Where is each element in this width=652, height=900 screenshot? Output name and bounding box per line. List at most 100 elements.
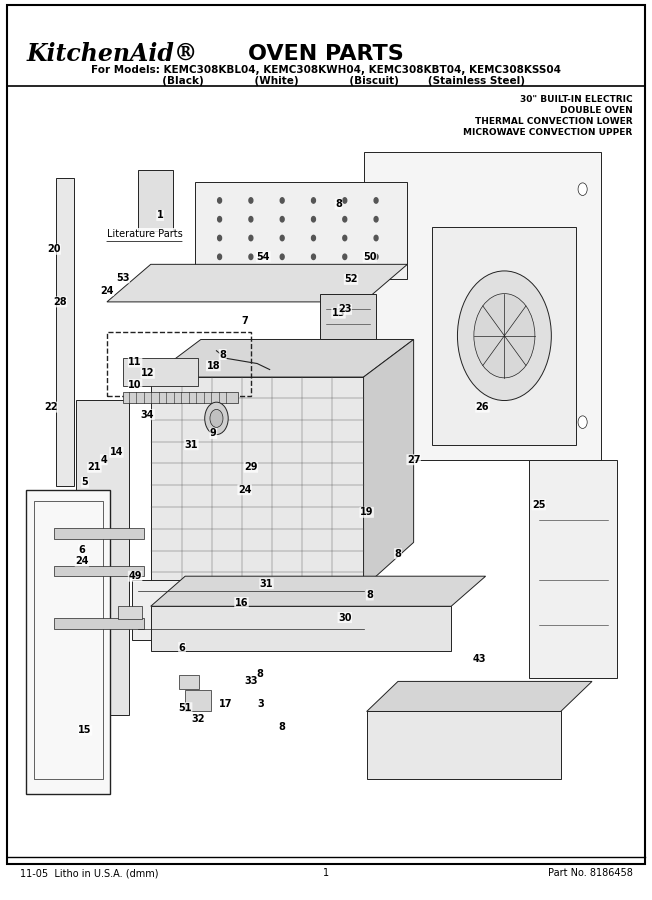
Text: 24: 24 — [238, 485, 252, 495]
Text: 5: 5 — [82, 477, 89, 487]
Circle shape — [218, 254, 222, 259]
Circle shape — [249, 235, 253, 240]
Text: 43: 43 — [473, 654, 486, 664]
Circle shape — [458, 271, 552, 400]
Polygon shape — [107, 265, 408, 302]
Text: Literature Parts: Literature Parts — [107, 230, 183, 239]
Text: 8: 8 — [394, 549, 402, 559]
Bar — [432, 227, 576, 445]
Text: OVEN PARTS: OVEN PARTS — [248, 44, 404, 64]
Text: DOUBLE OVEN: DOUBLE OVEN — [559, 106, 632, 115]
Circle shape — [280, 198, 284, 203]
Text: MICROWAVE CONVECTION UPPER: MICROWAVE CONVECTION UPPER — [463, 128, 632, 137]
Polygon shape — [53, 566, 145, 576]
Circle shape — [578, 416, 587, 428]
Circle shape — [474, 293, 535, 378]
Polygon shape — [529, 460, 617, 678]
Text: 8: 8 — [257, 669, 263, 679]
Text: 16: 16 — [235, 598, 248, 608]
Bar — [123, 392, 239, 403]
Polygon shape — [76, 400, 129, 716]
Text: 13: 13 — [332, 308, 346, 319]
Circle shape — [249, 198, 253, 203]
Text: 19: 19 — [360, 508, 374, 518]
Text: For Models: KEMC308KBL04, KEMC308KWH04, KEMC308KBT04, KEMC308KSS04: For Models: KEMC308KBL04, KEMC308KWH04, … — [91, 65, 561, 76]
Circle shape — [280, 235, 284, 240]
Bar — [364, 151, 601, 460]
Circle shape — [578, 183, 587, 195]
Polygon shape — [151, 339, 413, 377]
Text: 27: 27 — [407, 454, 421, 464]
Bar — [179, 675, 199, 688]
Text: (Black)              (White)              (Biscuit)        (Stainless Steel): (Black) (White) (Biscuit) (Stainless Ste… — [126, 76, 526, 86]
Polygon shape — [194, 182, 408, 279]
Circle shape — [343, 235, 347, 240]
Circle shape — [374, 235, 378, 240]
Text: 32: 32 — [191, 714, 205, 724]
Text: 6: 6 — [78, 544, 85, 555]
Text: 3: 3 — [257, 699, 263, 709]
Text: 8: 8 — [366, 590, 373, 600]
Polygon shape — [53, 528, 145, 538]
Text: 30" BUILT-IN ELECTRIC: 30" BUILT-IN ELECTRIC — [520, 95, 632, 104]
Text: 31: 31 — [185, 440, 198, 450]
Polygon shape — [55, 178, 74, 486]
Text: 17: 17 — [219, 699, 233, 709]
Circle shape — [218, 235, 222, 240]
Text: 8: 8 — [279, 722, 286, 732]
Circle shape — [218, 198, 222, 203]
Circle shape — [312, 235, 316, 240]
Text: 28: 28 — [53, 297, 67, 307]
Text: 51: 51 — [179, 703, 192, 713]
Text: 24: 24 — [100, 285, 113, 295]
Text: 1: 1 — [323, 868, 329, 878]
Text: KitchenAid®: KitchenAid® — [26, 42, 198, 66]
Circle shape — [374, 217, 378, 222]
Text: 11: 11 — [128, 357, 142, 367]
Text: 22: 22 — [44, 402, 57, 412]
Text: 14: 14 — [110, 447, 123, 457]
Text: 33: 33 — [244, 677, 258, 687]
Text: 4: 4 — [100, 454, 107, 464]
Text: 23: 23 — [338, 304, 351, 314]
Text: 8: 8 — [335, 199, 342, 209]
Text: 11-05  Litho in U.S.A. (dmm): 11-05 Litho in U.S.A. (dmm) — [20, 868, 158, 878]
Bar — [123, 358, 198, 386]
Circle shape — [374, 254, 378, 259]
Text: 34: 34 — [141, 410, 155, 419]
Circle shape — [384, 416, 393, 428]
Text: 49: 49 — [128, 572, 142, 581]
Text: 18: 18 — [207, 361, 220, 371]
Circle shape — [343, 254, 347, 259]
Text: 26: 26 — [476, 402, 489, 412]
Circle shape — [312, 254, 316, 259]
Polygon shape — [366, 681, 592, 712]
Text: 50: 50 — [363, 252, 377, 262]
Polygon shape — [151, 377, 364, 588]
Text: 52: 52 — [344, 274, 358, 284]
Bar — [185, 690, 211, 712]
Text: 54: 54 — [257, 252, 270, 262]
Text: 31: 31 — [259, 579, 273, 589]
Circle shape — [374, 198, 378, 203]
Circle shape — [280, 217, 284, 222]
Text: 15: 15 — [78, 725, 92, 735]
Text: 53: 53 — [116, 273, 129, 283]
Circle shape — [343, 198, 347, 203]
Circle shape — [249, 254, 253, 259]
Text: 12: 12 — [141, 368, 155, 378]
Text: 1: 1 — [156, 211, 164, 220]
Polygon shape — [366, 712, 561, 779]
Polygon shape — [151, 607, 451, 652]
Circle shape — [384, 183, 393, 195]
Text: 25: 25 — [532, 500, 546, 509]
Text: 9: 9 — [210, 428, 216, 438]
Bar — [118, 606, 142, 619]
Circle shape — [218, 217, 222, 222]
Circle shape — [312, 217, 316, 222]
Text: 8: 8 — [219, 349, 226, 359]
Bar — [107, 332, 251, 396]
Circle shape — [280, 254, 284, 259]
Text: 10: 10 — [128, 380, 142, 390]
Polygon shape — [364, 339, 413, 588]
